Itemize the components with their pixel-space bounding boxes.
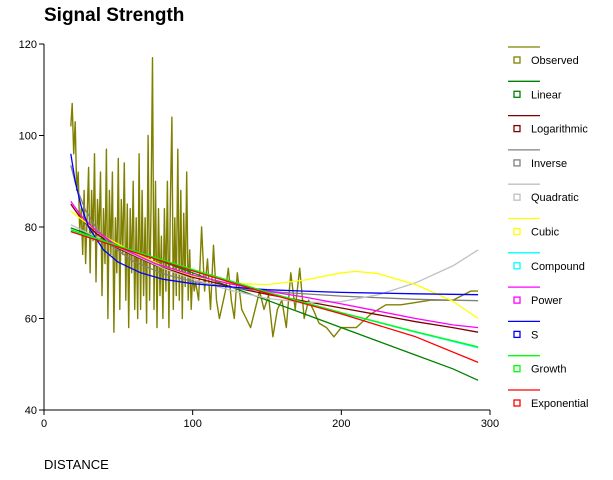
legend-marker-icon: [514, 400, 520, 406]
legend-marker-icon: [514, 160, 520, 166]
legend-label: Compound: [531, 261, 585, 273]
y-tick-label: 80: [25, 222, 37, 234]
legend-label: Exponential: [531, 398, 589, 410]
legend-marker-icon: [514, 366, 520, 372]
legend-marker-icon: [514, 126, 520, 132]
x-tick-label: 200: [332, 418, 350, 430]
y-tick-label: 40: [25, 405, 37, 417]
legend-label: Logarithmic: [531, 124, 588, 136]
legend-label: Power: [531, 295, 563, 307]
legend-label: Observed: [531, 55, 579, 67]
x-tick-label: 300: [481, 418, 499, 430]
legend-label: Linear: [531, 89, 562, 101]
legend-marker-icon: [514, 297, 520, 303]
legend-marker-icon: [514, 57, 520, 63]
legend-label: S: [531, 329, 538, 341]
legend-marker-icon: [514, 263, 520, 269]
legend-label: Cubic: [531, 227, 560, 239]
legend-label: Inverse: [531, 158, 567, 170]
x-tick-label: 100: [183, 418, 201, 430]
y-tick-label: 100: [19, 131, 37, 143]
legend-marker-icon: [514, 194, 520, 200]
y-tick-label: 120: [19, 39, 37, 51]
legend-label: Quadratic: [531, 192, 579, 204]
legend-marker-icon: [514, 91, 520, 97]
y-tick-label: 60: [25, 314, 37, 326]
x-tick-label: 0: [41, 418, 47, 430]
legend-label: Growth: [531, 364, 566, 376]
legend-marker-icon: [514, 229, 520, 235]
x-axis-label: DISTANCE: [44, 457, 109, 472]
chart-title: Signal Strength: [44, 5, 184, 26]
legend-marker-icon: [514, 331, 520, 337]
